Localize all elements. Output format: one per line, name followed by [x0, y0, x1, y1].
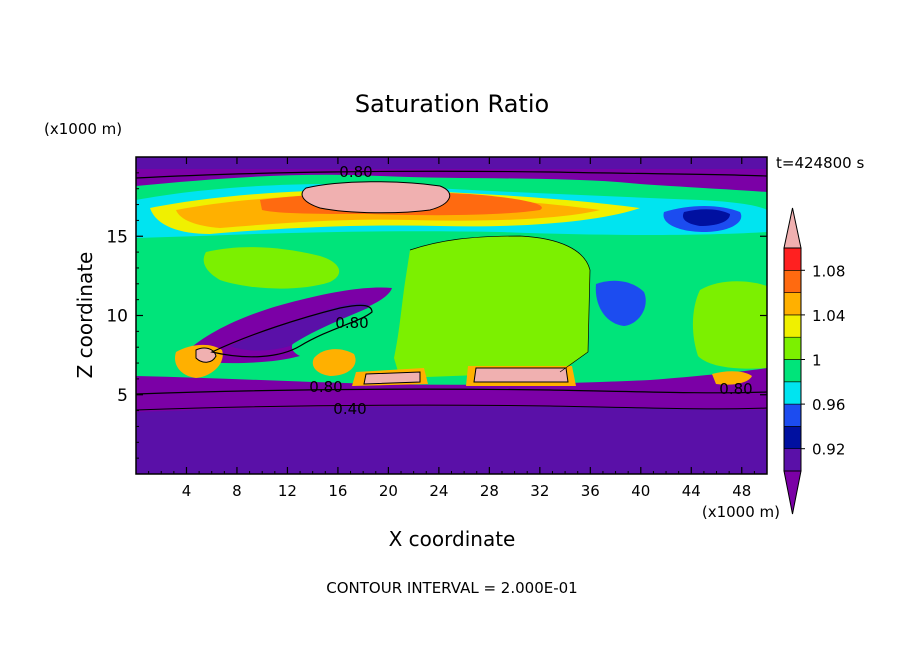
x-tick-label: 28: [480, 482, 499, 500]
colorbar-segment: [783, 448, 802, 472]
colorbar-tick-label: 1.08: [812, 262, 845, 280]
field-green-patch-left: [203, 247, 340, 289]
contour-080-low: [136, 388, 767, 395]
x-tick-label: 12: [278, 482, 297, 500]
y-unit-label: (x1000 m): [44, 120, 122, 138]
colorbar-segment: [783, 314, 802, 338]
field-dark-blue-patch: [682, 209, 730, 226]
colorbar: 0.92 0.96 1 1.04 1.08: [783, 207, 845, 515]
field-lower-dry-layer: [136, 406, 767, 474]
colorbar-segment: [783, 426, 802, 449]
contour-label: 0.80: [339, 163, 372, 181]
field-blue-patch-mid: [595, 280, 646, 326]
colorbar-segment: [783, 269, 802, 293]
x-tick-label: 24: [429, 482, 448, 500]
x-tick-label: 8: [232, 482, 242, 500]
x-tick-label: 16: [328, 482, 347, 500]
saturation-field: [136, 157, 767, 474]
colorbar-segment: [783, 403, 802, 427]
y-tick-label: 5: [117, 386, 128, 406]
contour-080-top: [136, 170, 767, 179]
colorbar-segment: [783, 359, 802, 383]
field-mid-green: [394, 236, 590, 378]
y-axis-label: Z coordinate: [73, 252, 97, 379]
x-tick-label: 48: [732, 482, 751, 500]
x-unit-label: (x1000 m): [702, 503, 780, 521]
y-axis: 5 10 15: [106, 172, 767, 459]
colorbar-tick-label: 0.92: [812, 441, 845, 459]
x-tick-label: 36: [581, 482, 600, 500]
x-axis-label: X coordinate: [389, 527, 516, 551]
field-green-patch-right: [692, 281, 767, 369]
colorbar-segment: [783, 381, 802, 405]
colorbar-under-triangle: [783, 470, 802, 515]
x-tick-label: 40: [631, 482, 650, 500]
x-tick-label: 32: [530, 482, 549, 500]
contour-label: 0.80: [719, 380, 752, 398]
field-warm-patch-mid: [312, 349, 356, 376]
colorbar-tick-label: 0.96: [812, 396, 845, 414]
contour-label: 0.80: [335, 314, 368, 332]
field-low-pink-right: [473, 367, 569, 383]
colorbar-tick-label: 1.04: [812, 307, 845, 325]
x-tick-label: 20: [379, 482, 398, 500]
x-tick-label: 4: [182, 482, 192, 500]
y-tick-label: 15: [106, 227, 128, 247]
x-axis: 4 8 12 16 20 24 28 32 36 40 44 48: [148, 157, 755, 500]
x-tick-label: 44: [682, 482, 701, 500]
colorbar-over-triangle: [783, 207, 802, 249]
field-dry-intrusion-inner: [230, 303, 369, 351]
field-top-band: [136, 157, 767, 169]
time-label: t=424800 s: [776, 154, 864, 172]
contour-label: 0.80: [309, 378, 342, 396]
field-supersat-core: [301, 181, 451, 214]
contour-080-intrusion: [210, 304, 373, 358]
field-low-pink-mid: [363, 371, 421, 385]
contour-label-group: 0.80 0.80 0.80 0.40 0.80: [309, 163, 752, 418]
colorbar-tick-label: 1: [812, 352, 822, 370]
field-warm-patch-bottom-right: [712, 371, 752, 385]
field-warm-patch-left-core: [195, 347, 217, 363]
chart-title: Saturation Ratio: [355, 90, 549, 118]
contour-040-low: [136, 404, 767, 411]
colorbar-segment: [783, 292, 802, 316]
contour-100-green: [409, 235, 591, 373]
colorbar-segment: [783, 247, 802, 271]
y-tick-label: 10: [106, 307, 128, 327]
contour-label: 0.40: [333, 400, 366, 418]
colorbar-segment: [783, 336, 802, 360]
contour-interval-footer: CONTOUR INTERVAL = 2.000E-01: [326, 579, 577, 597]
